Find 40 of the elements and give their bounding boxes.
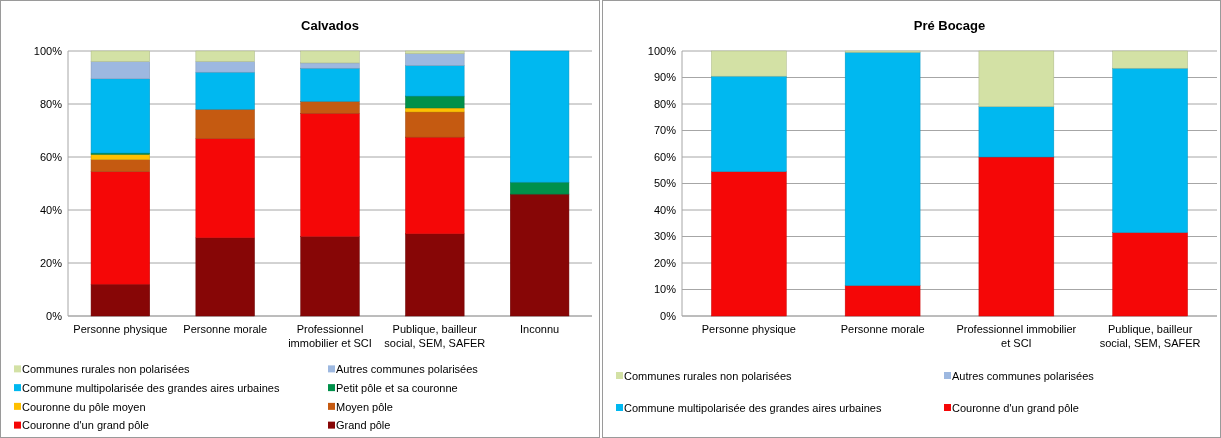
legend-label: Grand pôle (336, 419, 391, 432)
x-tick-label: Professionnel immobilier et SCI (288, 323, 372, 349)
y-tick-label: 60% (39, 150, 63, 163)
legend-label: Couronne d'un grand pôle (952, 401, 1079, 414)
y-tick-label: 40% (39, 203, 63, 216)
x-tick-label: Personne morale (183, 323, 268, 335)
x-tick-label: Personne morale (840, 323, 925, 335)
chart-title: Pré Bocage (913, 18, 986, 33)
legend-label: Couronne d'un grand pôle (22, 419, 149, 432)
legend-label: Commune multipolarisée des grandes aires urbaines (22, 381, 280, 394)
y-tick-label: 0% (660, 309, 677, 322)
y-tick-label: 80% (653, 97, 677, 110)
x-tick-label: Publique, bailleur social, SEM, SAFER (384, 323, 486, 349)
x-tick-label: Personne physique (701, 323, 796, 335)
legend-label: Couronne du pôle moyen (22, 400, 146, 413)
x-tick-label: Professionnel immobilier et SCI (956, 323, 1077, 349)
legend-label: Petit pôle et sa couronne (336, 381, 458, 394)
y-tick-label: 100% (647, 44, 677, 57)
y-tick-label: 90% (653, 71, 677, 84)
x-tick-label: Publique, bailleur social, SEM, SAFER (1099, 323, 1201, 349)
y-tick-label: 0% (46, 309, 63, 322)
y-tick-label: 60% (653, 150, 677, 163)
legend-label: Commune multipolarisée des grandes aires urbaines (624, 401, 882, 414)
legend-label: Autres communes polarisées (336, 363, 479, 376)
x-tick-label: Inconnu (520, 323, 560, 335)
chart-title: Calvados (301, 18, 359, 33)
y-tick-label: 80% (39, 97, 63, 110)
y-tick-label: 30% (653, 230, 677, 243)
y-tick-label: 20% (39, 256, 63, 269)
y-tick-label: 40% (653, 203, 677, 216)
legend-label: Autres communes polarisées (952, 369, 1095, 382)
legend-label: Communes rurales non polarisées (624, 369, 793, 382)
x-tick-label: Personne physique (73, 323, 168, 335)
y-tick-label: 10% (653, 283, 677, 296)
y-tick-label: 100% (33, 44, 63, 57)
y-tick-label: 70% (653, 124, 677, 137)
y-tick-label: 20% (653, 256, 677, 269)
legend-label: Communes rurales non polarisées (22, 363, 191, 376)
legend-label: Moyen pôle (336, 400, 393, 413)
y-tick-label: 50% (653, 177, 677, 190)
